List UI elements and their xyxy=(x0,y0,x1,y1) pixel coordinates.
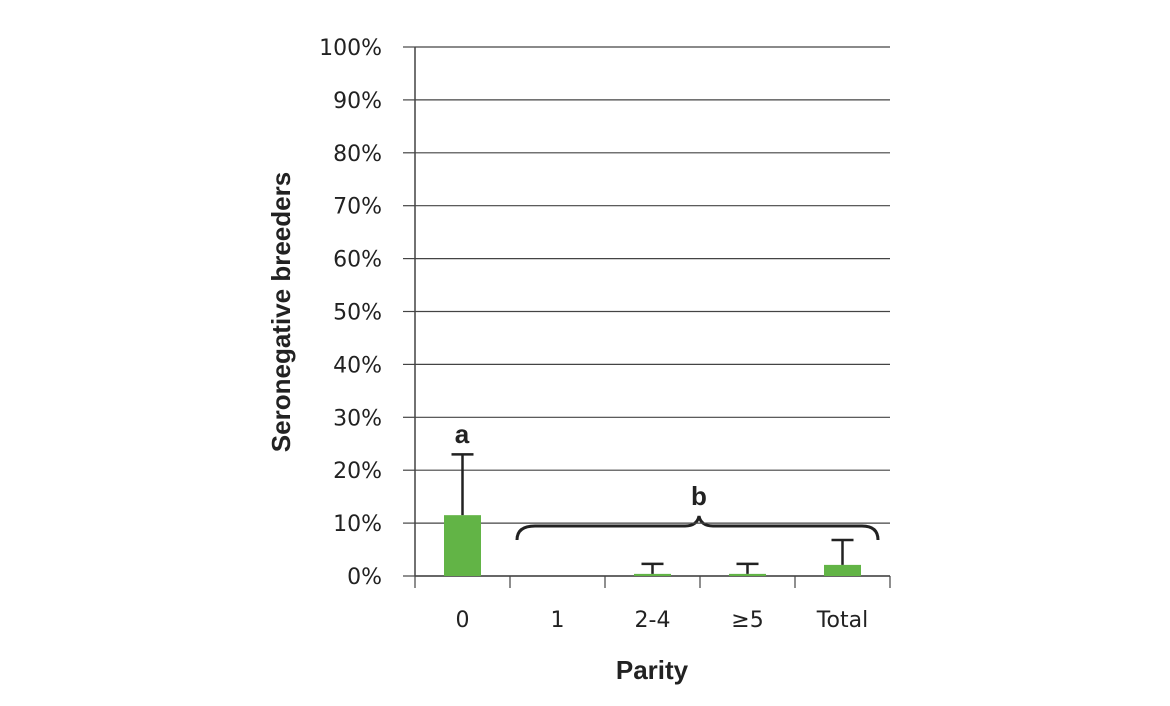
bar xyxy=(824,564,861,576)
y-tick-label: 80% xyxy=(333,142,382,167)
bar xyxy=(634,573,671,576)
x-tick-label: Total xyxy=(816,608,868,633)
bar xyxy=(729,573,766,576)
error-bar xyxy=(736,562,759,574)
y-tick-label: 20% xyxy=(333,459,382,484)
x-axis-title: Parity xyxy=(616,655,689,685)
y-tick-label: 10% xyxy=(333,512,382,537)
y-tick-label: 40% xyxy=(333,353,382,378)
y-tick-label: 60% xyxy=(333,248,382,273)
x-tick-label: 2-4 xyxy=(635,608,671,633)
y-tick-label: 30% xyxy=(333,406,382,431)
x-tick-label: ≥5 xyxy=(731,608,763,633)
y-tick-label: 100% xyxy=(319,36,382,61)
y-tick-label: 50% xyxy=(333,301,382,326)
error-bar xyxy=(641,562,664,574)
annotation: a xyxy=(455,419,470,449)
y-axis-title: Seronegative breeders xyxy=(266,172,296,452)
y-tick-label: 0% xyxy=(347,565,382,590)
y-tick-label: 70% xyxy=(333,195,382,220)
x-tick-label: 1 xyxy=(551,608,565,633)
bar xyxy=(444,515,481,576)
y-tick-label: 90% xyxy=(333,89,382,114)
brace xyxy=(515,515,880,541)
error-bar xyxy=(831,538,854,565)
error-bar xyxy=(451,453,474,516)
annotation: b xyxy=(691,481,707,511)
x-tick-label: 0 xyxy=(456,608,470,633)
